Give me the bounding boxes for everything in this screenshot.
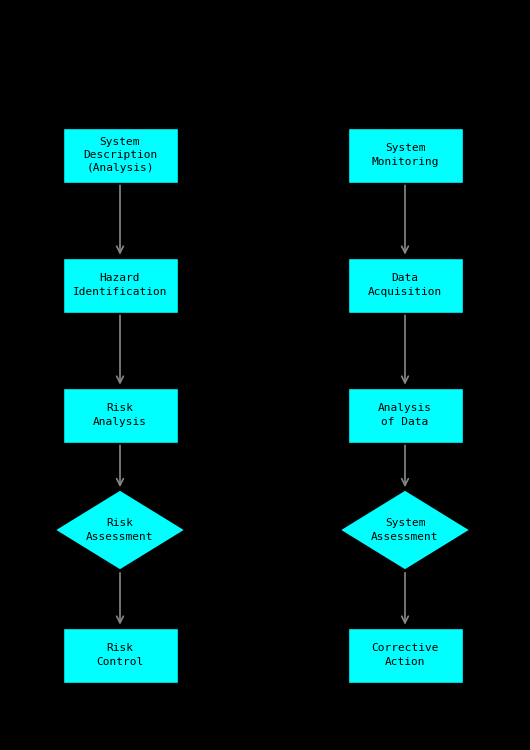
FancyBboxPatch shape: [348, 628, 463, 682]
Text: Analysis
of Data: Analysis of Data: [378, 404, 432, 427]
FancyBboxPatch shape: [63, 257, 178, 313]
Text: System
Assessment: System Assessment: [371, 518, 439, 542]
FancyBboxPatch shape: [348, 388, 463, 442]
Polygon shape: [55, 490, 185, 570]
FancyBboxPatch shape: [63, 128, 178, 182]
Text: Risk
Control: Risk Control: [96, 644, 144, 667]
Text: Risk
Analysis: Risk Analysis: [93, 404, 147, 427]
Text: Corrective
Action: Corrective Action: [371, 644, 439, 667]
Text: System
Description
(Analysis): System Description (Analysis): [83, 136, 157, 173]
FancyBboxPatch shape: [348, 128, 463, 182]
FancyBboxPatch shape: [348, 257, 463, 313]
Text: Risk
Assessment: Risk Assessment: [86, 518, 154, 542]
FancyBboxPatch shape: [63, 388, 178, 442]
FancyBboxPatch shape: [63, 628, 178, 682]
Text: Data
Acquisition: Data Acquisition: [368, 274, 442, 296]
Polygon shape: [340, 490, 470, 570]
Text: Hazard
Identification: Hazard Identification: [73, 274, 167, 296]
Text: System
Monitoring: System Monitoring: [371, 143, 439, 166]
